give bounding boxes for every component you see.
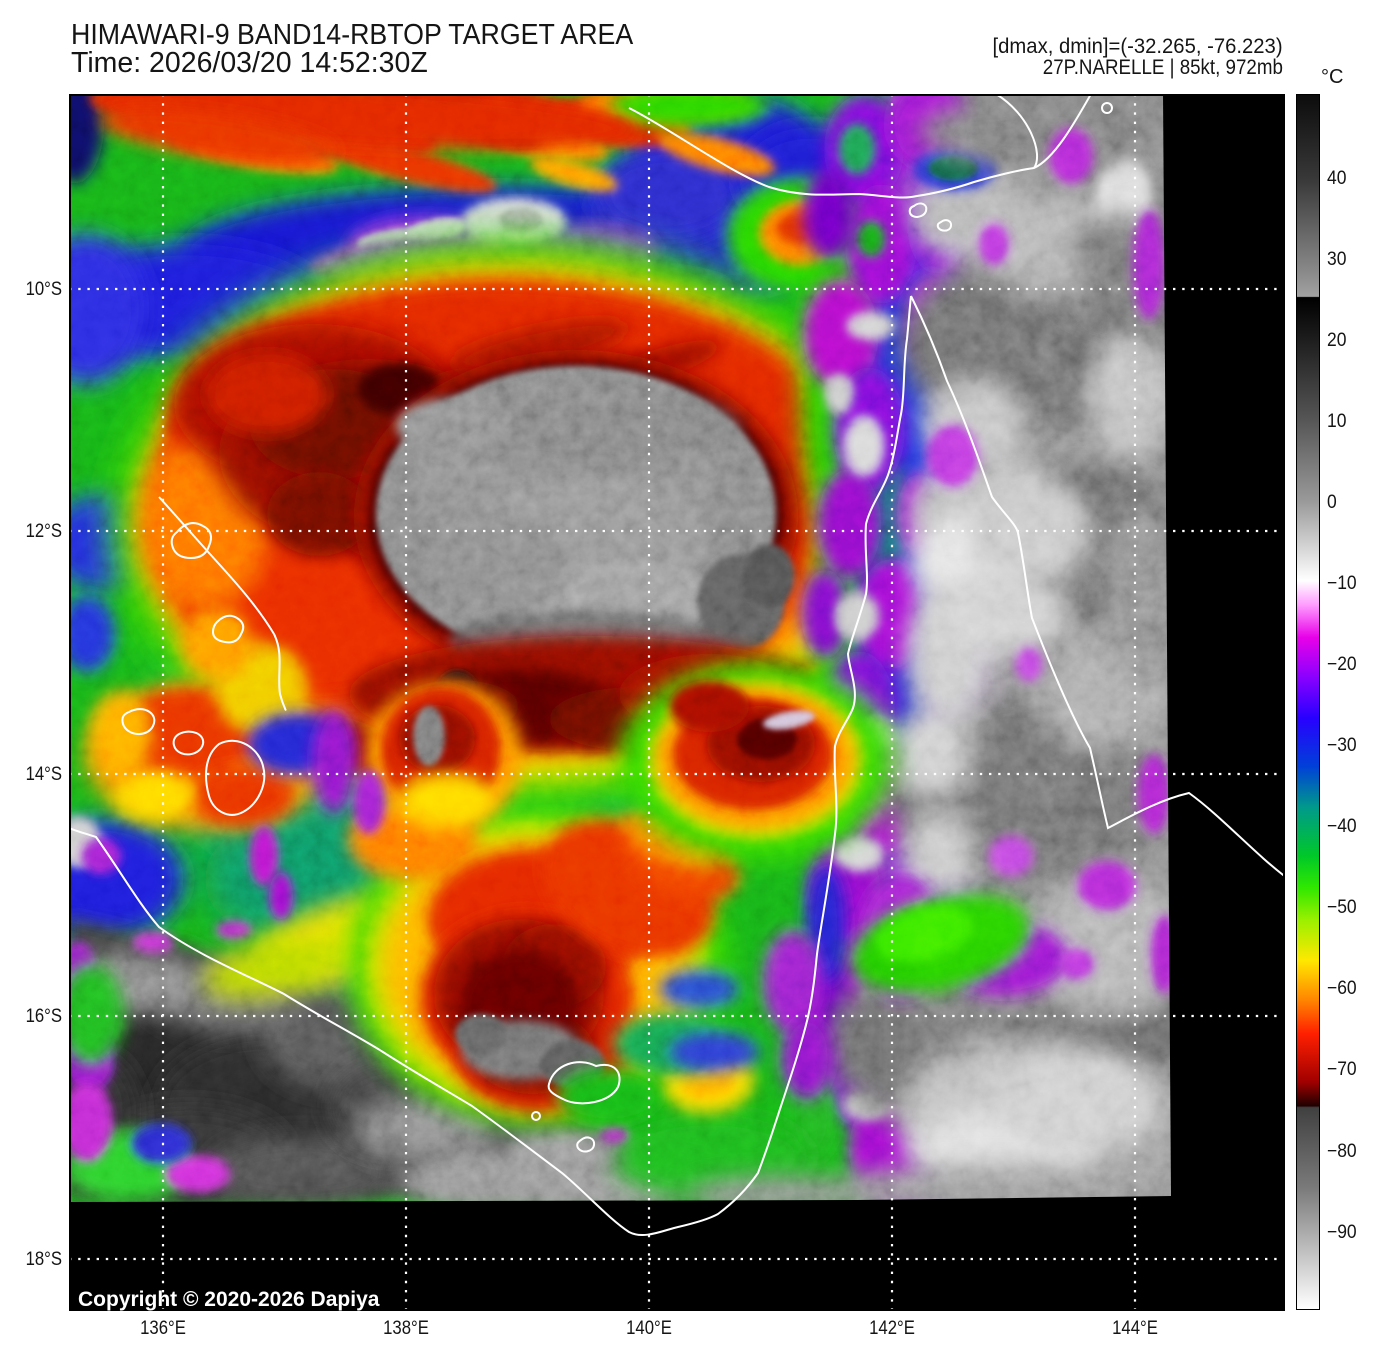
- svg-text:Copyright © 2020-2026 Dapiya: Copyright © 2020-2026 Dapiya: [78, 1288, 380, 1311]
